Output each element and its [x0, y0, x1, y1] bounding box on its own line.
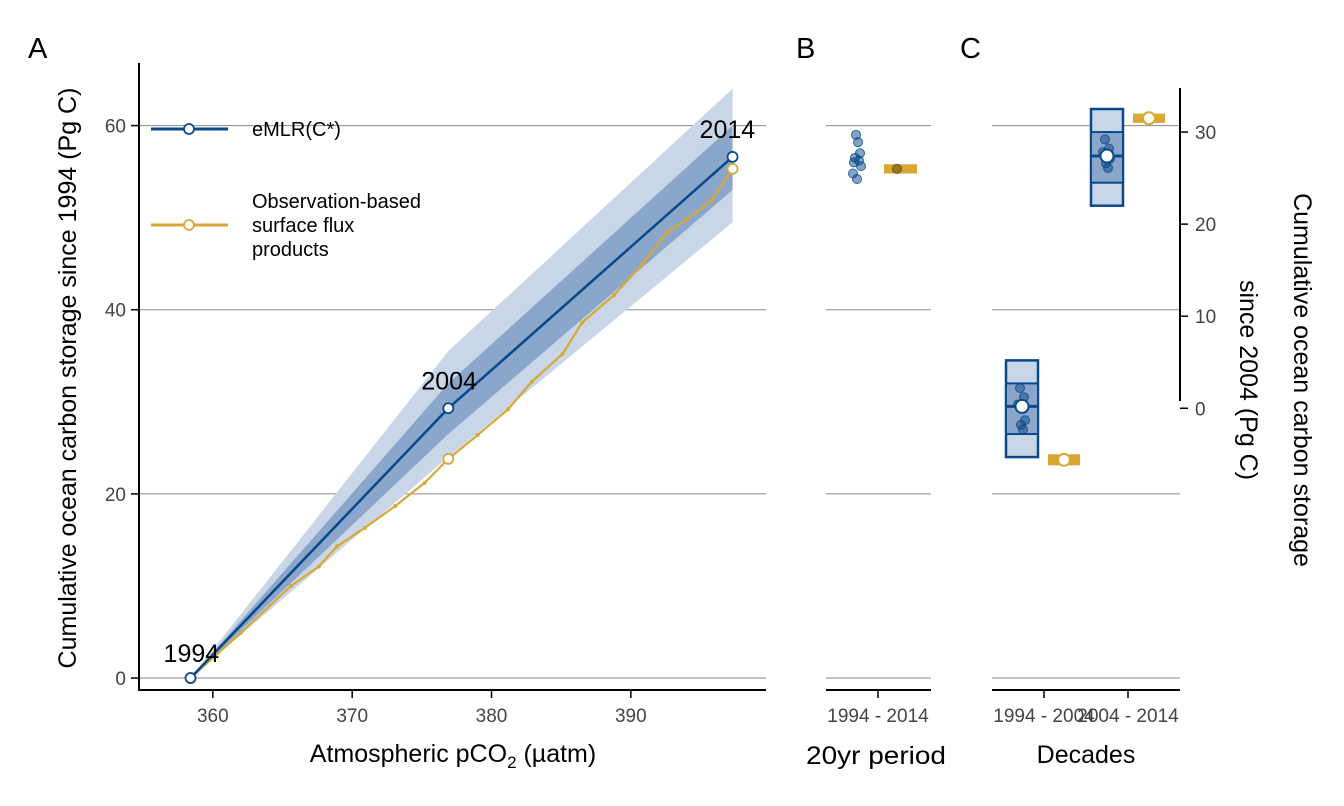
panel-a-x-axis-title: Atmospheric pCO2 (µatm) — [310, 740, 596, 772]
obs-flux-point — [529, 379, 534, 384]
legend-obs-marker — [183, 219, 195, 231]
obs-flux-decade-marker — [726, 162, 739, 175]
panel-c-emlr-point — [1015, 383, 1025, 394]
obs-flux-point — [612, 293, 617, 298]
obs-flux-point — [316, 564, 321, 569]
panel-c-obs-marker — [1142, 111, 1156, 126]
obs-flux-line — [189, 168, 734, 679]
panel-c-y2-tick-label: 30 — [1195, 123, 1216, 144]
obs-flux-point — [362, 525, 367, 530]
panel-c-y2-axis-title-line1: Cumulative ocean carbon storage — [1288, 193, 1316, 567]
emlr-point — [726, 151, 739, 163]
emlr-point — [184, 672, 197, 684]
obs-flux-point — [506, 407, 511, 412]
legend-obs-label-line1: Observation-based — [252, 191, 421, 213]
panel-label-b: B — [796, 33, 815, 65]
panel-a-y-axis-title: Cumulative ocean carbon storage since 19… — [54, 88, 82, 669]
panel-a-series — [184, 151, 739, 684]
panel-c-emlr-point — [1100, 134, 1110, 145]
panel-a-x-tick-label: 360 — [197, 706, 229, 727]
panel-label-c: C — [960, 33, 981, 65]
year-label: 2004 — [421, 367, 477, 395]
panel-c-y2-tick-label: 0 — [1195, 399, 1206, 420]
obs-flux-point — [665, 230, 670, 235]
panel-b-emlr-point — [853, 137, 863, 148]
panel-c-marks — [1004, 107, 1165, 467]
obs-flux-point — [288, 583, 293, 588]
legend-obs-label-line3: products — [252, 239, 329, 261]
obs-flux-point — [334, 544, 339, 549]
panel-c-x-tick-label: 2004 - 2014 — [1077, 706, 1179, 727]
obs-flux-point — [560, 351, 565, 356]
panel-a-y-tick-label: 0 — [115, 669, 126, 690]
obs-flux-point — [684, 217, 689, 222]
panel-c-mean-marker — [1014, 398, 1030, 414]
obs-flux-point — [393, 503, 398, 508]
panel-c-emlr-point — [1018, 424, 1028, 435]
obs-flux-point — [422, 480, 427, 485]
panel-a-x-tick-label: 380 — [476, 706, 508, 727]
panel-b-marks — [848, 129, 917, 185]
panel-a-year-labels: 1994 2004 2014 — [164, 116, 756, 668]
obs-flux-point — [580, 320, 585, 325]
panel-b-x-axis-title: 20yr period — [806, 742, 946, 770]
legend-emlr-marker — [183, 123, 195, 135]
panel-b-obs-point — [892, 163, 902, 174]
panel-b-gridlines — [826, 125, 931, 679]
panel-b-emlr-point — [852, 174, 862, 185]
obs-flux-point — [238, 630, 243, 635]
panel-c-obs-marker — [1057, 452, 1071, 467]
obs-flux-point — [639, 262, 644, 267]
panel-b-emlr-point — [856, 161, 866, 172]
panel-c-y2-axis-title-line2: since 2004 (Pg C) — [1234, 280, 1262, 480]
panel-a-gridlines — [139, 125, 766, 679]
year-label: 2014 — [700, 116, 756, 144]
panel-c-emlr-point — [1103, 162, 1113, 173]
emlr-point — [442, 402, 455, 415]
panel-label-a: A — [28, 33, 48, 65]
panel-a-y-tick-label: 60 — [105, 117, 126, 138]
panel-c-y2-tick-label: 20 — [1195, 215, 1216, 236]
obs-flux-point — [709, 198, 714, 203]
panel-b-x-tick-label: 1994 - 2014 — [827, 706, 929, 727]
legend-obs-label-line2: surface flux — [252, 215, 354, 237]
panel-a-y-tick-label: 20 — [105, 485, 126, 506]
panel-c-x-tick-label: 1994 - 2004 — [993, 706, 1095, 727]
legend: eMLR(C*) Observation-based surface flux … — [151, 119, 427, 261]
year-label: 1994 — [164, 640, 220, 668]
panel-a-ticks: 0 20 40 60 360 370 380 390 — [105, 117, 647, 727]
obs-flux-decade-marker — [442, 453, 455, 465]
legend-obs-label: Observation-based surface flux products — [252, 191, 427, 261]
panel-c-mean-marker — [1099, 148, 1115, 164]
obs-flux-point — [475, 432, 480, 437]
panel-a-y-tick-label: 40 — [105, 301, 126, 322]
panel-a-x-tick-label: 390 — [615, 706, 647, 727]
panel-c-x-axis-title: Decades — [1037, 741, 1136, 769]
panel-a-x-tick-label: 370 — [336, 706, 368, 727]
panel-c-y2-tick-label: 10 — [1195, 307, 1216, 328]
legend-emlr-label: eMLR(C*) — [252, 119, 341, 141]
panel-a-uncertainty-bands — [190, 88, 733, 679]
panel-a-inner-uncertainty-band — [190, 125, 733, 679]
panel-c-gridlines — [992, 125, 1180, 679]
